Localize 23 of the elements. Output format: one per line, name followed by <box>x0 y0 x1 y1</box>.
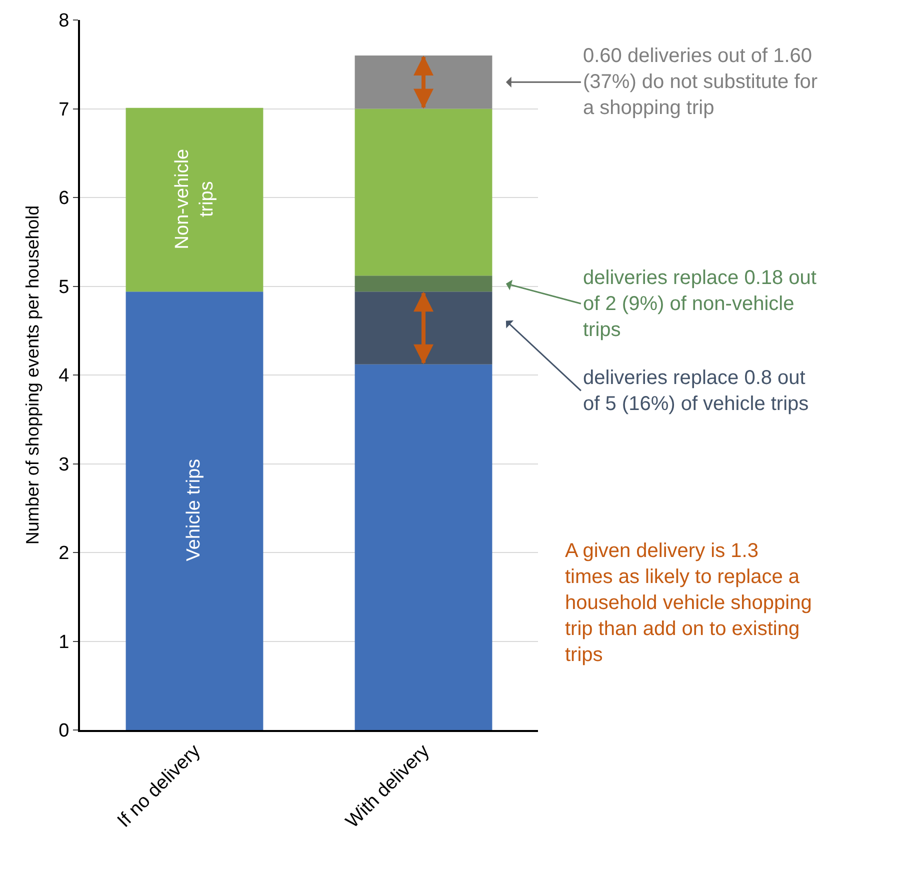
y-tick-label: 6 <box>58 188 70 210</box>
y-tick-label: 7 <box>58 99 70 120</box>
y-tick-label: 0 <box>58 720 70 742</box>
text: A given delivery is 1.3 times as likely to replace a household vehicle shopping trip than add on to existing trips <box>565 540 812 666</box>
y-tick-label: 3 <box>58 454 70 476</box>
bar <box>354 364 492 730</box>
y-tick-label: 4 <box>58 366 70 387</box>
bar <box>354 56 492 109</box>
bar <box>354 292 492 364</box>
bar <box>354 276 492 292</box>
y-tick-label: 8 <box>58 10 70 32</box>
bar <box>126 292 264 730</box>
y-tick-label: 2 <box>58 543 70 564</box>
bar <box>354 108 492 276</box>
y-tick-label: 1 <box>58 632 70 653</box>
text: 0.60 deliveries out of 1.60 (37%) do not substitute for a shopping trip <box>583 45 818 119</box>
text: deliveries replace 0.8 out of 5 (16%) of vehicle trips <box>583 367 809 415</box>
bar <box>126 108 264 292</box>
series-label: Non-vehicle trips <box>172 148 218 250</box>
y-axis-title: Number of shopping events per household <box>22 205 42 545</box>
series-label: Vehicle trips <box>184 458 205 562</box>
y-tick-label: 5 <box>58 276 70 298</box>
text: deliveries replace 0.18 out of 2 (9%) of non-vehicle trips <box>583 267 817 341</box>
